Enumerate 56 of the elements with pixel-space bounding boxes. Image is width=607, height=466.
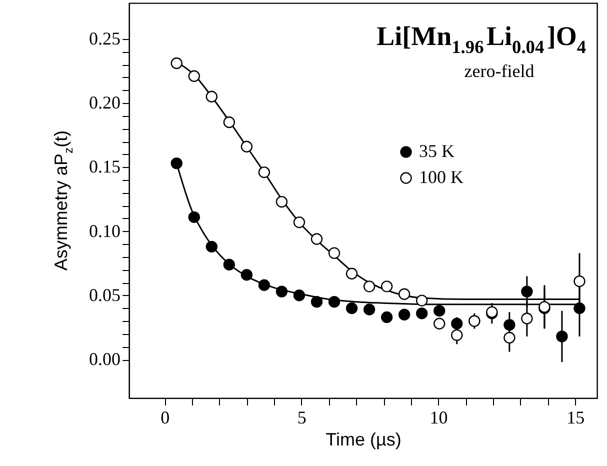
y-tick-label: 0.15 bbox=[89, 156, 120, 177]
point bbox=[188, 70, 200, 82]
point bbox=[310, 233, 323, 245]
point bbox=[206, 240, 218, 252]
point bbox=[293, 216, 306, 228]
x-tick-label: 10 bbox=[430, 408, 448, 428]
y-tick-label: 0.20 bbox=[89, 92, 120, 113]
point bbox=[363, 280, 376, 292]
point bbox=[380, 311, 393, 324]
point bbox=[258, 166, 270, 178]
point bbox=[363, 304, 376, 316]
point bbox=[380, 280, 393, 292]
y-tick-label: 0.05 bbox=[89, 284, 120, 305]
point bbox=[240, 269, 253, 281]
point bbox=[258, 279, 270, 291]
point bbox=[170, 57, 182, 70]
point bbox=[416, 294, 428, 306]
point bbox=[521, 286, 533, 298]
y-tick-label: 0.10 bbox=[89, 220, 120, 241]
point bbox=[434, 304, 446, 317]
point bbox=[398, 288, 410, 300]
point bbox=[504, 332, 516, 344]
annotation: zero-field bbox=[464, 61, 534, 81]
y-axis-title: Asymmetry aPz(t) bbox=[51, 130, 76, 271]
point bbox=[574, 302, 586, 314]
point bbox=[398, 308, 410, 320]
point bbox=[293, 290, 306, 302]
point bbox=[328, 247, 340, 259]
point bbox=[434, 318, 446, 330]
point bbox=[328, 296, 340, 308]
legend-label: 35 K bbox=[419, 141, 454, 161]
point bbox=[170, 157, 182, 170]
legend-label: 100 K bbox=[419, 167, 464, 187]
point bbox=[240, 140, 253, 152]
x-axis-title: Time (µs) bbox=[326, 430, 402, 450]
point bbox=[451, 318, 463, 330]
point bbox=[223, 116, 236, 128]
point bbox=[574, 275, 586, 288]
x-tick-label: 15 bbox=[566, 408, 585, 428]
point bbox=[346, 268, 358, 280]
point bbox=[310, 296, 323, 308]
y-tick-label: 0.25 bbox=[89, 28, 120, 48]
point bbox=[451, 329, 463, 341]
point bbox=[346, 302, 358, 314]
point bbox=[556, 330, 568, 342]
x-tick-label: 0 bbox=[160, 408, 170, 428]
point bbox=[206, 90, 218, 102]
point bbox=[504, 319, 516, 331]
point bbox=[276, 286, 288, 298]
x-tick-label: 5 bbox=[297, 408, 306, 428]
y-tick-label: 0.00 bbox=[89, 349, 120, 370]
point bbox=[416, 308, 428, 320]
point bbox=[521, 312, 533, 324]
point bbox=[276, 196, 288, 208]
point bbox=[188, 211, 200, 224]
point bbox=[223, 258, 236, 270]
